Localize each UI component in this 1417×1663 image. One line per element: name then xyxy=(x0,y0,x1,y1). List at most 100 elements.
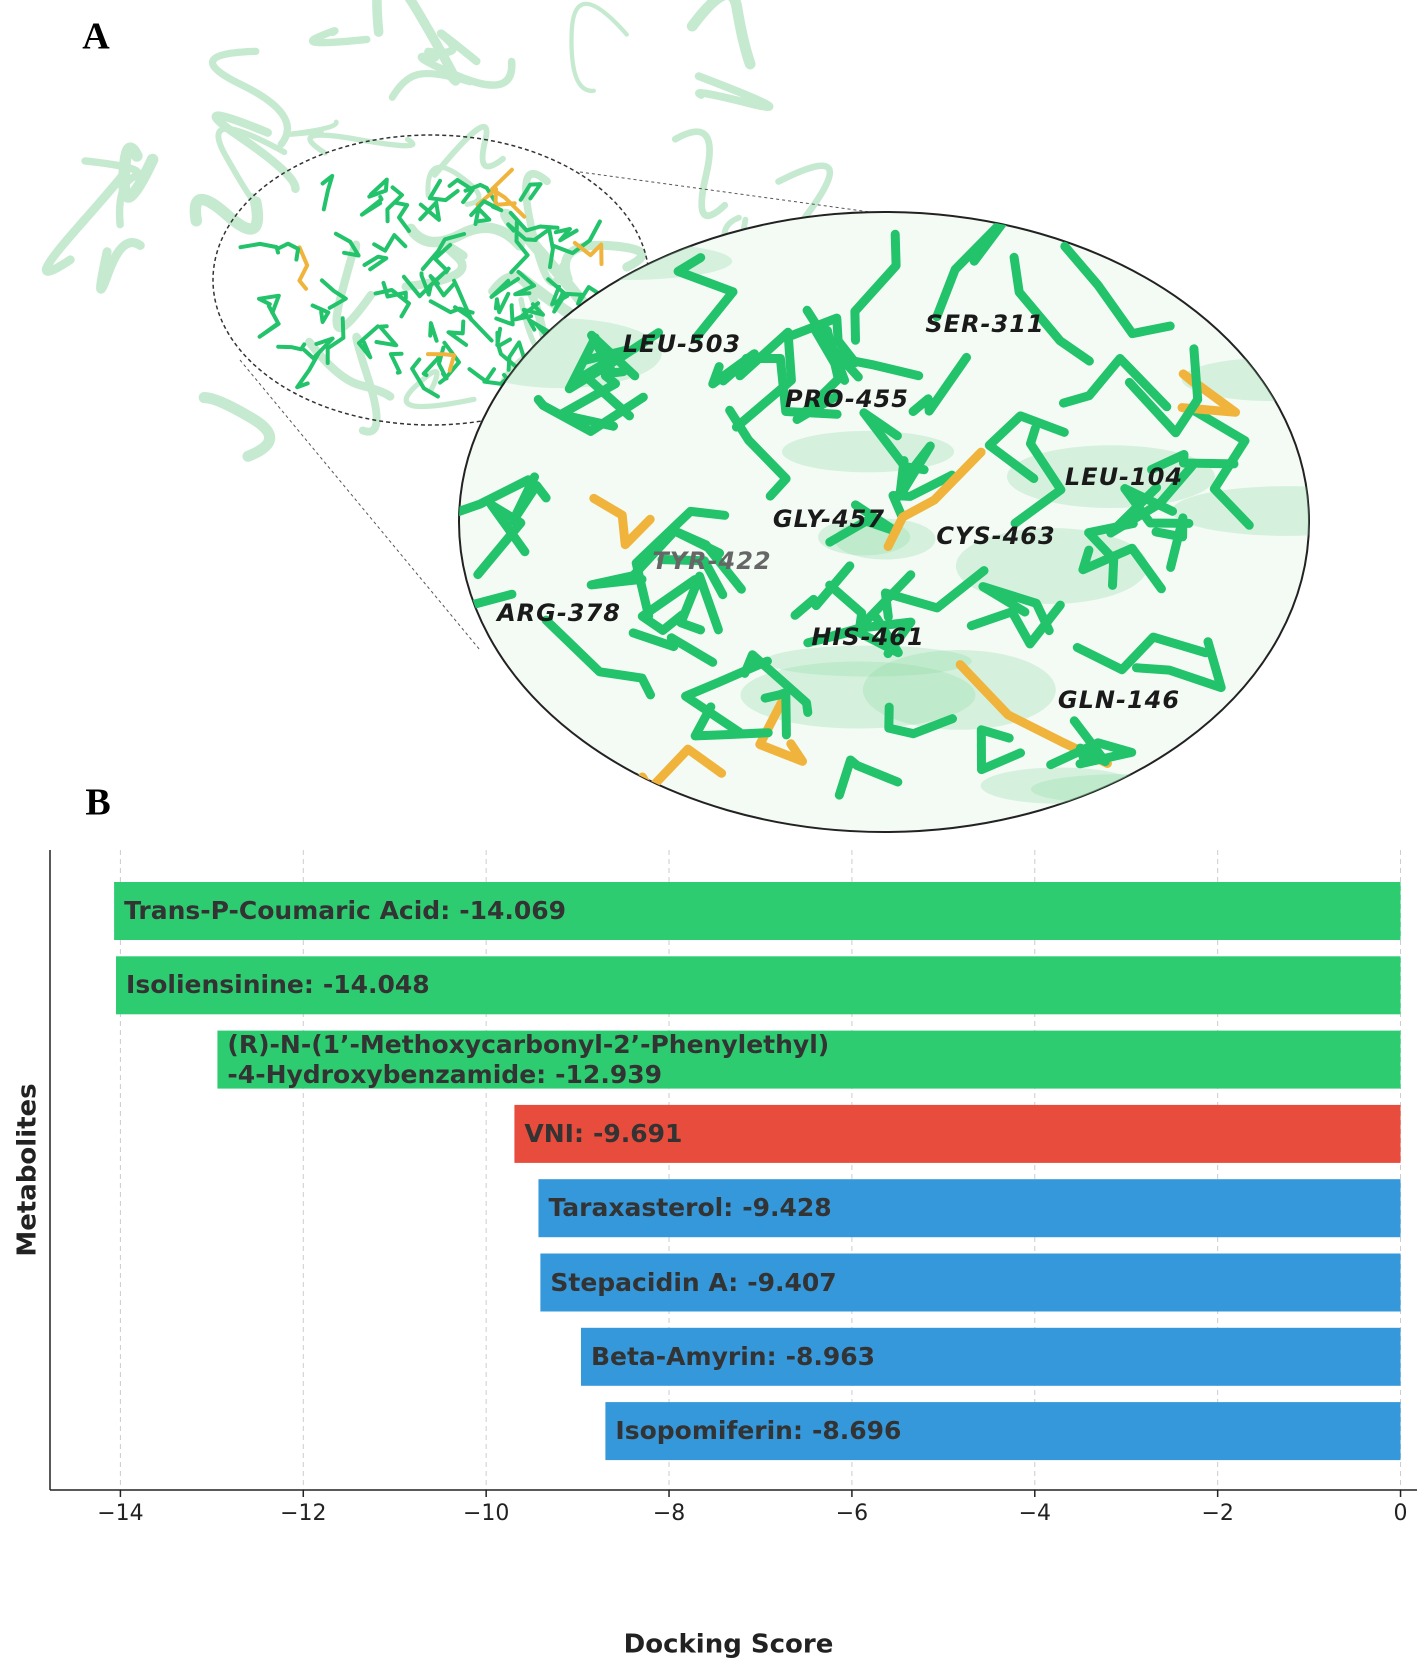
residue-stick xyxy=(628,628,718,667)
residue-stick xyxy=(276,241,301,262)
residue-stick xyxy=(1009,252,1094,366)
x-tick-label: 0 xyxy=(1394,1501,1408,1526)
residue-stick xyxy=(446,319,469,347)
residue-stick xyxy=(556,371,620,431)
x-tick-label: −12 xyxy=(280,1501,326,1526)
residue-stick xyxy=(428,299,475,315)
bar-value: -9.407 xyxy=(747,1267,837,1297)
bar-value: -9.428 xyxy=(742,1193,832,1223)
bar-category: (R)-N-(1’-Methoxycarbonyl-2’-Phenylethyl… xyxy=(227,1029,830,1089)
residue-stick xyxy=(984,411,1069,483)
ribbon xyxy=(764,645,972,677)
residue-stick xyxy=(401,266,451,299)
residue-stick xyxy=(932,212,1013,322)
residue-stick xyxy=(374,324,399,348)
residue-stick xyxy=(297,245,310,291)
residue-stick xyxy=(681,656,772,737)
residue-stick xyxy=(676,571,723,635)
bar-category: Isopomiferin: xyxy=(615,1416,803,1446)
ribbon xyxy=(424,29,481,66)
bar-value: -12.939 xyxy=(555,1059,663,1089)
residue-stick xyxy=(908,352,971,416)
bar-label: Isopomiferin: -8.696 xyxy=(615,1416,901,1446)
residue-stick xyxy=(372,233,408,253)
ribbon xyxy=(522,170,567,287)
ribbon xyxy=(980,767,1139,804)
residue-stick xyxy=(295,351,321,390)
residue-stick xyxy=(420,232,467,272)
bar-label: Trans-P-Coumaric Acid: -14.069 xyxy=(124,896,566,926)
bar-label: (R)-N-(1’-Methoxycarbonyl-2’-Phenylethyl… xyxy=(227,1030,829,1090)
x-tick-label: −14 xyxy=(97,1501,143,1526)
residue-stick xyxy=(320,173,335,212)
residue-stick xyxy=(708,349,759,389)
ribbon xyxy=(781,430,955,473)
ribbon xyxy=(308,27,371,47)
residue-stick xyxy=(257,304,281,339)
ribbon xyxy=(96,238,145,294)
residue-stick xyxy=(825,500,901,547)
ribbon xyxy=(569,1,629,93)
residue-stick xyxy=(392,200,411,233)
residue-stick xyxy=(385,185,404,224)
residue-stick xyxy=(673,253,738,343)
residue-stick xyxy=(586,529,677,590)
x-tick-label: −8 xyxy=(653,1501,685,1526)
residue-stick xyxy=(427,178,460,203)
residue-stick xyxy=(533,227,555,269)
residue-stick xyxy=(966,600,1065,649)
ribbon xyxy=(372,0,461,86)
residue-stick xyxy=(802,305,924,381)
residue-stick xyxy=(518,182,543,202)
bar-label: Stepacidin A: -9.407 xyxy=(550,1268,836,1298)
residue-stick xyxy=(490,167,527,219)
residue-stick xyxy=(509,219,530,275)
x-axis-label: Docking Score xyxy=(624,1630,834,1660)
residue-label: SER-311 xyxy=(925,310,1044,338)
bar-category: Trans-P-Coumaric Acid: xyxy=(124,896,451,925)
ribbon xyxy=(208,47,291,148)
ribbon xyxy=(189,193,264,235)
residue-stick xyxy=(489,276,520,299)
residue-label: CYS-463 xyxy=(936,522,1055,550)
residue-stick xyxy=(276,342,307,352)
residue-stick xyxy=(1072,632,1211,675)
ribbon xyxy=(118,142,159,203)
bar xyxy=(540,1253,1401,1312)
residue-label: LEU-104 xyxy=(1065,463,1183,491)
residue-label: HIS-461 xyxy=(811,623,924,651)
residue-stick xyxy=(1106,461,1197,538)
x-tick-label: −2 xyxy=(1201,1501,1233,1526)
residue-stick xyxy=(1124,344,1203,438)
residue-stick xyxy=(426,352,457,373)
bar xyxy=(514,1104,1401,1163)
residue-stick xyxy=(469,199,504,217)
residue-stick xyxy=(884,702,957,739)
residue-stick xyxy=(741,353,842,419)
ribbon xyxy=(81,157,142,229)
residue-stick xyxy=(459,475,533,570)
residue-stick xyxy=(1132,637,1226,693)
residue-stick xyxy=(528,318,554,343)
ribbon xyxy=(425,164,482,207)
residue-stick xyxy=(541,615,655,700)
ribbon xyxy=(405,222,525,251)
ribbon xyxy=(671,128,729,220)
ribbon xyxy=(694,72,774,111)
ribbon xyxy=(352,332,381,436)
residue-stick xyxy=(362,254,389,272)
bar-label: Isoliensinine: -14.048 xyxy=(126,970,430,1000)
residue-stick xyxy=(513,301,541,322)
x-tick-label: −6 xyxy=(836,1501,868,1526)
residue-stick xyxy=(631,506,730,621)
residue-stick xyxy=(690,702,773,741)
residue-stick xyxy=(438,340,461,385)
residue-stick xyxy=(508,210,560,233)
residue-stick xyxy=(1010,423,1066,528)
x-tick-label: −10 xyxy=(463,1501,509,1526)
residue-stick xyxy=(513,269,537,297)
residue-stick xyxy=(546,277,570,307)
bar-value: -8.696 xyxy=(811,1416,902,1446)
residue-stick xyxy=(453,305,494,343)
